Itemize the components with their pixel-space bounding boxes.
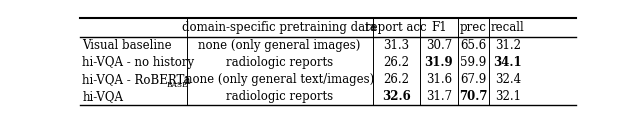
Text: domain-specific pretraining data: domain-specific pretraining data xyxy=(182,21,377,34)
Text: none (only general text/images): none (only general text/images) xyxy=(185,73,374,86)
Text: report acc: report acc xyxy=(365,21,427,34)
Text: 59.9: 59.9 xyxy=(460,56,486,69)
Text: hi-VQA - RoBERTa: hi-VQA - RoBERTa xyxy=(83,73,191,86)
Text: hi-VQA - no history: hi-VQA - no history xyxy=(83,56,195,69)
Text: 32.6: 32.6 xyxy=(382,90,411,103)
Text: radiologic reports: radiologic reports xyxy=(226,90,333,103)
Text: 30.7: 30.7 xyxy=(426,39,452,52)
Text: 65.6: 65.6 xyxy=(460,39,486,52)
Text: 67.9: 67.9 xyxy=(460,73,486,86)
Text: 26.2: 26.2 xyxy=(383,56,409,69)
Text: none (only general images): none (only general images) xyxy=(198,39,361,52)
Text: 32.4: 32.4 xyxy=(495,73,521,86)
Text: 34.1: 34.1 xyxy=(493,56,522,69)
Text: 31.3: 31.3 xyxy=(383,39,409,52)
Text: radiologic reports: radiologic reports xyxy=(226,56,333,69)
Text: Visual baseline: Visual baseline xyxy=(83,39,172,52)
Text: 31.9: 31.9 xyxy=(424,56,453,69)
Text: 31.6: 31.6 xyxy=(426,73,452,86)
Text: recall: recall xyxy=(491,21,525,34)
Text: F1: F1 xyxy=(431,21,447,34)
Text: 31.2: 31.2 xyxy=(495,39,521,52)
Text: hi-VQA: hi-VQA xyxy=(83,90,124,103)
Text: 70.7: 70.7 xyxy=(460,90,488,103)
Text: BASE: BASE xyxy=(166,81,188,89)
Text: 31.7: 31.7 xyxy=(426,90,452,103)
Text: 26.2: 26.2 xyxy=(383,73,409,86)
Text: prec: prec xyxy=(460,21,487,34)
Text: 32.1: 32.1 xyxy=(495,90,521,103)
